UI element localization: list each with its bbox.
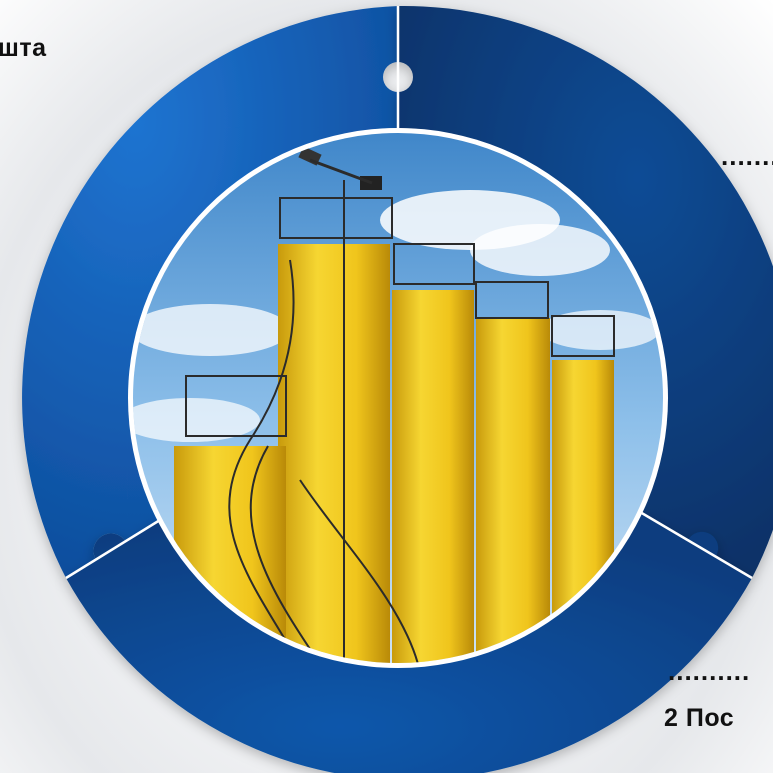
right-segment xyxy=(398,5,773,578)
top-left-segment xyxy=(22,6,399,578)
divider-right xyxy=(639,510,753,580)
label-top-left: шта xyxy=(0,34,47,62)
dots-bottom-right: .......... xyxy=(668,656,751,686)
label-bottom-right: 2 Пос xyxy=(664,704,735,732)
industrial-silos-image xyxy=(133,133,663,663)
divider-left xyxy=(65,518,161,580)
dots-top-right: ....... xyxy=(721,141,773,171)
bottom-segment xyxy=(66,512,752,773)
